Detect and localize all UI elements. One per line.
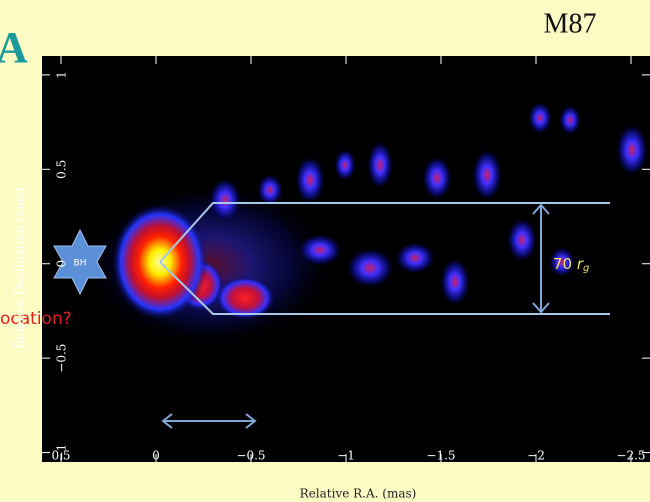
x-tick-label: −1 <box>337 449 355 463</box>
y-tick-label: 0.5 <box>55 160 69 179</box>
y-tick-label: −0.5 <box>55 344 69 373</box>
x-tick-label: −1.5 <box>426 449 455 463</box>
x-tick-label: −2 <box>527 449 545 463</box>
x-tick-label: −2.5 <box>616 449 645 463</box>
page: M87 A 70 rg BH ocation <box>0 0 650 502</box>
y-tick-label: −1 <box>55 444 69 462</box>
y-tick-label: 1 <box>55 71 69 79</box>
location-label: ocation? <box>0 309 72 329</box>
chart-title: M87 <box>544 8 597 39</box>
bh-label: BH <box>74 259 87 269</box>
width-subscript: g <box>583 263 589 274</box>
y-axis-label: Relative Declination (mas) <box>13 188 27 349</box>
x-axis-label: Relative R.A. (mas) <box>300 487 417 501</box>
width-value: 70 <box>553 255 572 273</box>
x-tick-label: −0.5 <box>236 449 265 463</box>
y-tick-label: 0 <box>55 260 69 268</box>
panel-label: A <box>0 23 28 72</box>
chart: M87 A 70 rg BH ocation <box>0 0 650 502</box>
x-tick-label: 0 <box>152 449 160 463</box>
